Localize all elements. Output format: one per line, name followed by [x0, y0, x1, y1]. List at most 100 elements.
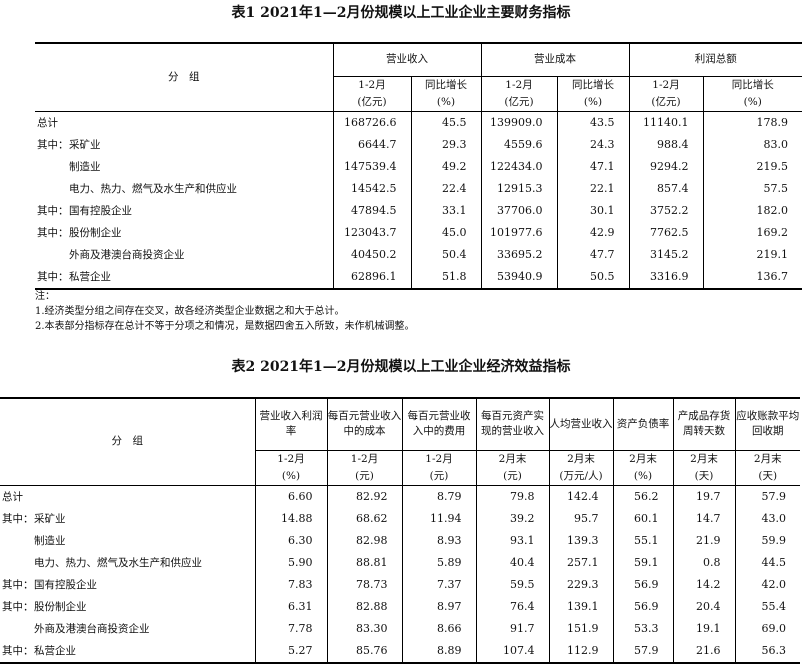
table-cell: 56.3 — [734, 639, 800, 664]
unit-label: (%) — [583, 95, 603, 108]
row-name: 外商及港澳台商投资企业 — [34, 623, 150, 635]
table-cell: 139.1 — [548, 595, 613, 618]
metric-header: 应收账款平均回收期 — [734, 398, 800, 451]
table-cell: 50.5 — [556, 265, 629, 290]
period-label: 同比增长 — [572, 78, 614, 91]
metric-header: 利润总额 — [628, 43, 802, 77]
row-label: 其中：私营企业 — [0, 639, 255, 664]
unit-label: (亿元) — [651, 95, 681, 108]
table-cell: 257.1 — [548, 551, 613, 574]
table-cell: 47.1 — [556, 155, 629, 178]
row-name: 国有控股企业 — [34, 579, 97, 591]
table-cell: 76.4 — [475, 595, 549, 618]
group-header: 分 组 — [35, 43, 333, 112]
table-cell: 62896.1 — [332, 265, 411, 290]
financial-indicators-table: 分 组 营业收入 营业成本 利润总额 1-2月 (亿元) 同比增长 (%) 1-2月 (亿… — [35, 42, 802, 290]
table-cell: 14542.5 — [332, 177, 411, 200]
note-line: 注： — [35, 291, 55, 302]
row-name: 国有控股企业 — [69, 205, 132, 217]
table-cell: 24.3 — [556, 133, 629, 156]
row-label: 其中：股份制企业 — [35, 222, 333, 244]
table-cell: 8.89 — [401, 639, 476, 664]
table-cell: 7762.5 — [628, 221, 703, 244]
row-label: 其中：股份制企业 — [0, 596, 255, 618]
row-label: 外商及港澳台商投资企业 — [0, 618, 255, 640]
row-prefix: 其中： — [37, 205, 69, 217]
row-label: 其中：采矿业 — [35, 134, 333, 156]
table-cell: 168726.6 — [332, 111, 411, 134]
table-cell: 9294.2 — [628, 155, 703, 178]
table-cell: 3752.2 — [628, 199, 703, 222]
row-label: 外商及港澳台商投资企业 — [35, 244, 333, 266]
unit-label: (元) — [429, 469, 449, 482]
row-prefix: 其中： — [37, 227, 69, 239]
table-cell: 139909.0 — [480, 111, 557, 134]
table-cell: 219.1 — [702, 243, 802, 266]
table-cell: 40450.2 — [332, 243, 411, 266]
table-cell: 85.76 — [326, 639, 402, 664]
table-cell: 57.9 — [612, 639, 673, 664]
table-cell: 47.7 — [556, 243, 629, 266]
row-label: 制造业 — [0, 530, 255, 552]
table-cell: 53.3 — [612, 617, 673, 640]
unit-header: 同比增长 (%) — [702, 76, 802, 112]
unit-label: (亿元) — [504, 95, 534, 108]
row-label: 电力、热力、燃气及水生产和供应业 — [35, 178, 333, 200]
table-cell: 20.4 — [672, 595, 735, 618]
table-cell: 60.1 — [612, 507, 673, 530]
table-cell: 59.5 — [475, 573, 549, 596]
table-row: 外商及港澳台商投资企业 7.78 83.30 8.66 91.7 151.9 53.3 19.… — [0, 617, 800, 640]
table-cell: 55.1 — [612, 529, 673, 552]
table1-title: 表1 2021年1—2月份规模以上工业企业主要财务指标 — [231, 5, 571, 21]
unit-label: (%) — [436, 95, 456, 108]
table-cell: 3316.9 — [628, 265, 703, 290]
unit-label: (%) — [633, 469, 653, 482]
row-name: 采矿业 — [69, 139, 101, 151]
unit-label: (元) — [503, 469, 522, 482]
unit-header: 同比增长 (%) — [410, 76, 481, 112]
table-cell: 7.83 — [254, 573, 327, 596]
table-cell: 55.4 — [734, 595, 800, 618]
table-cell: 11140.1 — [628, 111, 703, 134]
table-cell: 43.0 — [734, 507, 800, 530]
row-name: 采矿业 — [34, 513, 66, 525]
table-cell: 82.88 — [326, 595, 402, 618]
table1-notes: 注： 1.经济类型分组之间存在交叉，故各经济类型企业数据之和大于总计。 2.本表… — [35, 289, 415, 334]
period-label: 1-2月 — [652, 78, 680, 91]
table-cell: 112.9 — [548, 639, 613, 664]
table-row: 电力、热力、燃气及水生产和供应业 14542.5 22.4 12915.3 22.1 85… — [35, 177, 802, 200]
period-label: 2月末 — [629, 452, 657, 465]
row-name: 电力、热力、燃气及水生产和供应业 — [34, 557, 202, 569]
table-cell: 14.7 — [672, 507, 735, 530]
table-cell: 59.9 — [734, 529, 800, 552]
table-cell: 8.66 — [401, 617, 476, 640]
row-name: 电力、热力、燃气及水生产和供应业 — [69, 183, 237, 195]
table-cell: 57.5 — [702, 177, 802, 200]
table-cell: 107.4 — [475, 639, 549, 664]
table-cell: 142.4 — [548, 485, 613, 508]
table-cell: 19.7 — [672, 485, 735, 508]
metric-header: 营业收入 — [332, 43, 481, 77]
economic-efficiency-table: 分 组营业收入利润率 每百元营业收入中的成本 每百元营业收入中的费用 每百元资产实现的… — [0, 397, 800, 664]
unit-label: (亿元) — [357, 95, 387, 108]
row-name: 制造业 — [69, 161, 101, 173]
table-row: 其中：国有控股企业 7.83 78.73 7.37 59.5 229.3 56.9 14.2 4… — [0, 573, 800, 596]
table-cell: 56.9 — [612, 595, 673, 618]
table-cell: 8.79 — [401, 485, 476, 508]
row-name: 外商及港澳台商投资企业 — [69, 249, 185, 261]
table-cell: 33.1 — [410, 199, 481, 222]
table-cell: 40.4 — [475, 551, 549, 574]
table-cell: 83.30 — [326, 617, 402, 640]
table-cell: 78.73 — [326, 573, 402, 596]
row-label: 其中：国有控股企业 — [35, 200, 333, 222]
table-cell: 6.30 — [254, 529, 327, 552]
unit-label: (天) — [694, 469, 714, 482]
table-cell: 14.88 — [254, 507, 327, 530]
row-label: 其中：国有控股企业 — [0, 574, 255, 596]
metric-header: 人均营业收入 — [548, 398, 613, 451]
metric-header: 产成品存货周转天数 — [672, 398, 735, 451]
table-cell: 12915.3 — [480, 177, 557, 200]
table-cell: 29.3 — [410, 133, 481, 156]
unit-header: 2月末 (天) — [672, 450, 735, 486]
metric-header: 营业收入利润率 — [254, 398, 327, 451]
